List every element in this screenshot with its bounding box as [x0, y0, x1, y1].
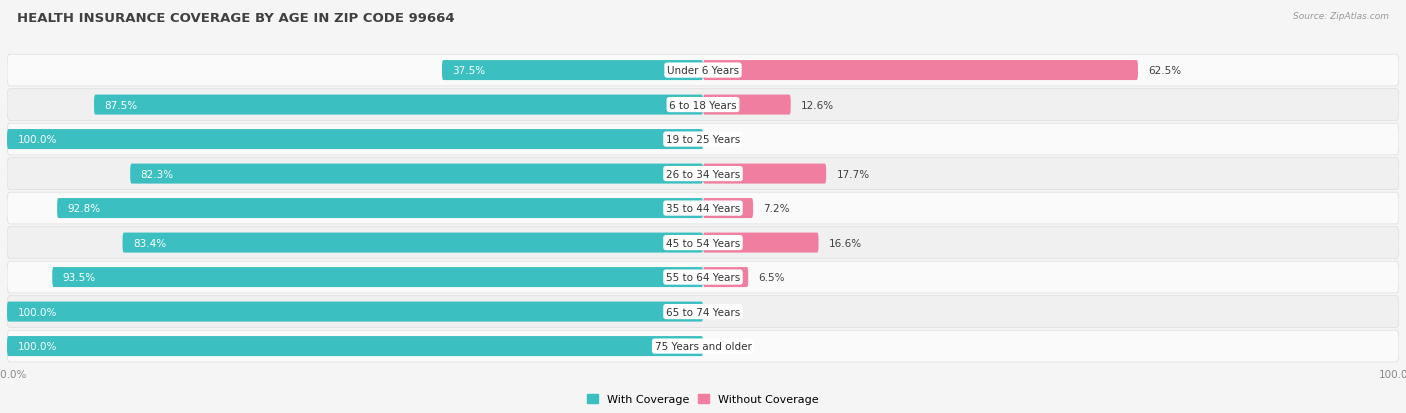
- FancyBboxPatch shape: [7, 124, 1399, 156]
- Text: 87.5%: 87.5%: [104, 100, 138, 110]
- Text: 45 to 54 Years: 45 to 54 Years: [666, 238, 740, 248]
- Text: 37.5%: 37.5%: [453, 66, 485, 76]
- Text: 6 to 18 Years: 6 to 18 Years: [669, 100, 737, 110]
- Text: 82.3%: 82.3%: [141, 169, 174, 179]
- Text: 16.6%: 16.6%: [830, 238, 862, 248]
- FancyBboxPatch shape: [7, 330, 1399, 362]
- Text: 0.0%: 0.0%: [713, 135, 740, 145]
- FancyBboxPatch shape: [7, 302, 703, 322]
- FancyBboxPatch shape: [7, 193, 1399, 224]
- Text: 100.0%: 100.0%: [17, 307, 56, 317]
- FancyBboxPatch shape: [703, 268, 748, 287]
- FancyBboxPatch shape: [7, 158, 1399, 190]
- FancyBboxPatch shape: [52, 268, 703, 287]
- FancyBboxPatch shape: [7, 261, 1399, 293]
- FancyBboxPatch shape: [441, 61, 703, 81]
- FancyBboxPatch shape: [703, 199, 754, 218]
- FancyBboxPatch shape: [7, 227, 1399, 259]
- Text: 100.0%: 100.0%: [17, 135, 56, 145]
- Text: 35 to 44 Years: 35 to 44 Years: [666, 204, 740, 214]
- FancyBboxPatch shape: [703, 233, 818, 253]
- FancyBboxPatch shape: [94, 95, 703, 115]
- Text: 55 to 64 Years: 55 to 64 Years: [666, 273, 740, 282]
- Text: 92.8%: 92.8%: [67, 204, 101, 214]
- Text: 75 Years and older: 75 Years and older: [655, 341, 751, 351]
- Text: 62.5%: 62.5%: [1149, 66, 1181, 76]
- FancyBboxPatch shape: [7, 130, 703, 150]
- Text: Under 6 Years: Under 6 Years: [666, 66, 740, 76]
- Text: 12.6%: 12.6%: [801, 100, 834, 110]
- Text: 0.0%: 0.0%: [713, 341, 740, 351]
- Text: 83.4%: 83.4%: [134, 238, 166, 248]
- FancyBboxPatch shape: [7, 90, 1399, 121]
- FancyBboxPatch shape: [7, 336, 703, 356]
- FancyBboxPatch shape: [131, 164, 703, 184]
- FancyBboxPatch shape: [7, 296, 1399, 328]
- Text: Source: ZipAtlas.com: Source: ZipAtlas.com: [1294, 12, 1389, 21]
- Text: 6.5%: 6.5%: [759, 273, 785, 282]
- FancyBboxPatch shape: [703, 95, 790, 115]
- Text: HEALTH INSURANCE COVERAGE BY AGE IN ZIP CODE 99664: HEALTH INSURANCE COVERAGE BY AGE IN ZIP …: [17, 12, 454, 25]
- Legend: With Coverage, Without Coverage: With Coverage, Without Coverage: [588, 394, 818, 404]
- Text: 26 to 34 Years: 26 to 34 Years: [666, 169, 740, 179]
- Text: 65 to 74 Years: 65 to 74 Years: [666, 307, 740, 317]
- Text: 17.7%: 17.7%: [837, 169, 870, 179]
- FancyBboxPatch shape: [122, 233, 703, 253]
- FancyBboxPatch shape: [58, 199, 703, 218]
- Text: 0.0%: 0.0%: [713, 307, 740, 317]
- FancyBboxPatch shape: [703, 61, 1137, 81]
- Text: 100.0%: 100.0%: [17, 341, 56, 351]
- FancyBboxPatch shape: [703, 164, 827, 184]
- Text: 19 to 25 Years: 19 to 25 Years: [666, 135, 740, 145]
- FancyBboxPatch shape: [7, 55, 1399, 87]
- Text: 93.5%: 93.5%: [63, 273, 96, 282]
- Text: 7.2%: 7.2%: [763, 204, 790, 214]
